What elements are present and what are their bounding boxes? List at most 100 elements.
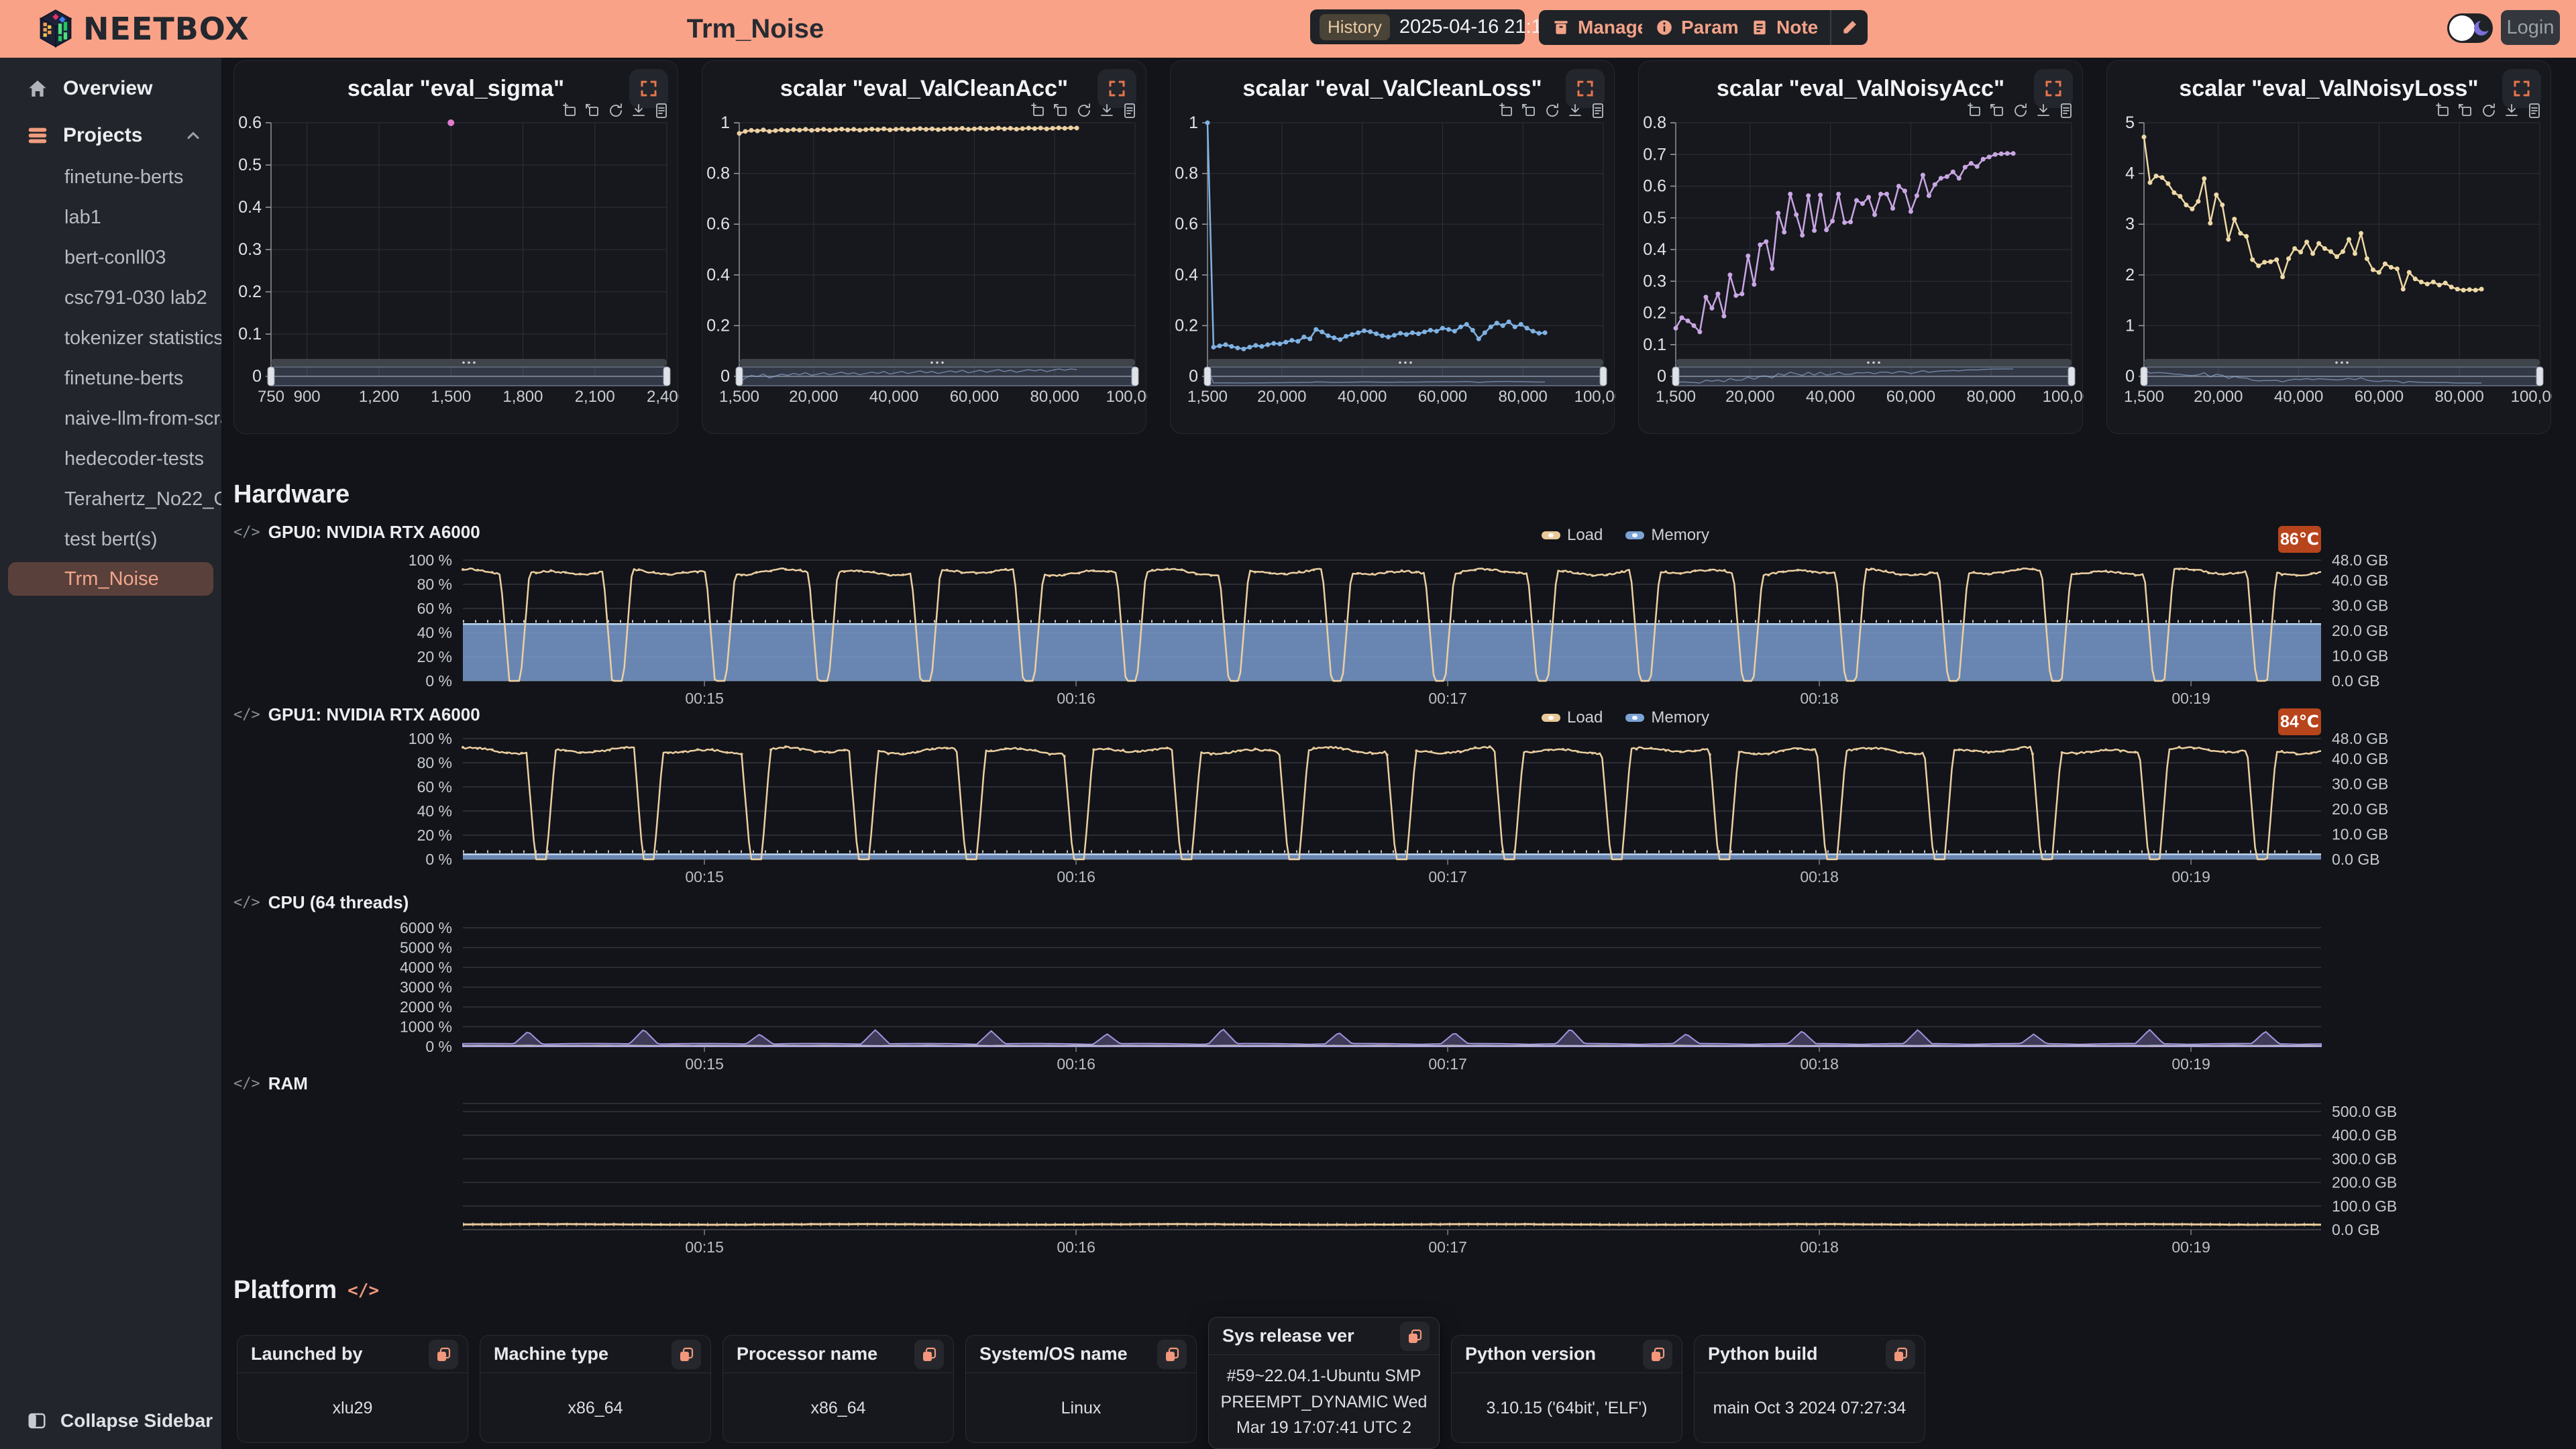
platform-card-python-build: Python build main Oct 3 2024 07:27:34: [1694, 1335, 1925, 1443]
svg-text:0.1: 0.1: [1643, 335, 1666, 354]
copy-button[interactable]: [1400, 1321, 1430, 1351]
legend-item-memory[interactable]: Memory: [1625, 526, 1709, 545]
toolbox-restore-icon[interactable]: [2015, 103, 2027, 117]
copy-icon: [1166, 1347, 1179, 1361]
hw-chart-gpu1[interactable]: 100 % 80 % 60 % 40 % 20 % 0 % 48.0 GB 40.0 GB 30…: [233, 727, 2563, 895]
sidebar-item-bert-conll03[interactable]: bert-conll03: [64, 246, 166, 268]
svg-text:80,000: 80,000: [1030, 388, 1079, 406]
fullscreen-button[interactable]: [2502, 69, 2541, 108]
toolbox-restore-icon[interactable]: [1078, 103, 1090, 117]
hw-chart-gpu0[interactable]: 100 % 80 % 60 % 40 % 20 % 0 % 48.0 GB 40.0 GB 30…: [233, 549, 2563, 716]
datazoom-slider[interactable]: [1203, 359, 1607, 386]
sidebar-item-finetune-berts[interactable]: finetune-berts: [64, 367, 184, 389]
toolbox-zoom-select-icon[interactable]: [1968, 103, 1980, 116]
datazoom-slider[interactable]: [2140, 359, 2544, 386]
chart-canvas[interactable]: 5 4 3 2 1 0 1,500 20,000 40,000 60,000 80,000 100,0…: [2107, 61, 2552, 435]
sidebar-item-tokenizer-statistics-llama-[interactable]: tokenizer statistics llama...: [64, 327, 221, 349]
svg-text:2,400: 2,400: [647, 388, 679, 406]
legend-marker: [1625, 531, 1645, 539]
svg-text:2000 %: 2000 %: [400, 998, 452, 1016]
toolbox-zoom-back-icon[interactable]: [586, 104, 598, 116]
chart-canvas[interactable]: 1 0.8 0.6 0.4 0.2 0 1,500 20,000 40,000 60,000 80,…: [1171, 61, 1615, 435]
sidebar-item-terahertz-no22-gl261-gl-[interactable]: Terahertz_No22_Gl261_gl...: [64, 488, 221, 510]
toolbox-zoom-select-icon[interactable]: [563, 103, 576, 116]
legend-item-load[interactable]: Load: [1541, 526, 1603, 545]
svg-text:0.4: 0.4: [238, 198, 262, 217]
sidebar-item-finetune-berts[interactable]: finetune-berts: [64, 166, 184, 188]
edit-note-button[interactable]: [1830, 10, 1868, 45]
hw-device-name: RAM: [268, 1073, 308, 1093]
pencil-icon: [1843, 21, 1857, 34]
toolbox-download-icon[interactable]: [2037, 104, 2049, 116]
toolbox-zoom-select-icon[interactable]: [2436, 103, 2449, 116]
svg-text:80 %: 80 %: [417, 576, 452, 593]
toolbox-restore-icon[interactable]: [2483, 103, 2495, 117]
svg-text:300.0 GB: 300.0 GB: [2332, 1150, 2397, 1167]
toolbox-zoom-back-icon[interactable]: [1522, 104, 1535, 116]
toolbox-download-icon[interactable]: [2506, 104, 2518, 116]
toolbox-zoom-select-icon[interactable]: [1031, 103, 1044, 116]
login-button[interactable]: Login: [2501, 10, 2560, 45]
svg-text:0.4: 0.4: [1175, 266, 1198, 284]
sidebar-item-naive-llm-from-scratch[interactable]: naive-llm-from-scratch: [64, 407, 221, 429]
toolbox-restore-icon[interactable]: [1546, 103, 1558, 117]
toolbox-data-view-icon[interactable]: [1593, 103, 1603, 118]
toolbox-zoom-back-icon[interactable]: [2459, 104, 2471, 116]
collapse-sidebar-button[interactable]: Collapse Sidebar: [0, 1410, 221, 1432]
chart-canvas[interactable]: 0.6 0.5 0.4 0.3 0.2 0.1 0 750 900 1,200 1,500 1,800…: [234, 61, 679, 435]
fullscreen-button[interactable]: [1097, 69, 1136, 108]
sidebar-item-test-bert-s-[interactable]: test bert(s): [64, 528, 158, 550]
copy-button[interactable]: [672, 1339, 701, 1369]
sidebar-item-overview[interactable]: Overview: [0, 70, 221, 107]
toolbox-download-icon[interactable]: [1569, 104, 1581, 116]
fullscreen-button[interactable]: [629, 69, 668, 108]
chart-canvas[interactable]: 1 0.8 0.6 0.4 0.2 0 1,500 20,000 40,000 60,000 80,…: [702, 61, 1147, 435]
chart-canvas[interactable]: 0.8 0.7 0.6 0.5 0.4 0.3 0.2 0.1 0 1,500 20,000 40,0…: [1639, 61, 2084, 435]
fullscreen-icon: [2514, 80, 2530, 97]
sidebar-item-trm-noise[interactable]: Trm_Noise: [8, 562, 213, 596]
copy-button[interactable]: [1157, 1339, 1187, 1369]
copy-button[interactable]: [429, 1339, 458, 1369]
svg-text:1000 %: 1000 %: [400, 1018, 452, 1036]
legend-item-load[interactable]: Load: [1541, 708, 1603, 727]
toolbox-restore-icon[interactable]: [610, 103, 622, 117]
svg-text:6000 %: 6000 %: [400, 919, 452, 936]
note-button[interactable]: Note: [1739, 10, 1830, 45]
sidebar-item-csc791-030-lab2[interactable]: csc791-030 lab2: [64, 286, 207, 309]
history-select[interactable]: History 2025-04-16 21:18:30: [1310, 9, 1580, 44]
svg-text:0.1: 0.1: [238, 325, 262, 343]
manage-button[interactable]: Manage: [1539, 10, 1662, 45]
datazoom-slider[interactable]: [267, 359, 671, 386]
svg-text:0.3: 0.3: [1643, 272, 1666, 290]
toolbox-download-icon[interactable]: [633, 104, 645, 116]
svg-text:00:18: 00:18: [1800, 1055, 1839, 1073]
datazoom-slider[interactable]: [735, 359, 1139, 386]
toolbox-data-view-icon[interactable]: [2529, 103, 2540, 118]
copy-button[interactable]: [1886, 1339, 1915, 1369]
legend-item-memory[interactable]: Memory: [1625, 708, 1709, 727]
theme-toggle[interactable]: [2447, 13, 2493, 43]
toolbox-data-view-icon[interactable]: [2061, 103, 2072, 118]
toolbox-data-view-icon[interactable]: [656, 103, 667, 118]
sidebar-item-lab1[interactable]: lab1: [64, 206, 101, 228]
sidebar-item-hedecoder-tests[interactable]: hedecoder-tests: [64, 447, 204, 470]
sidebar-section-projects[interactable]: Projects: [0, 117, 221, 154]
svg-text:20 %: 20 %: [417, 826, 452, 844]
fullscreen-button[interactable]: [1566, 69, 1605, 108]
toolbox-zoom-back-icon[interactable]: [1054, 104, 1067, 116]
copy-button[interactable]: [1643, 1339, 1672, 1369]
copy-button[interactable]: [914, 1339, 944, 1369]
brand[interactable]: NEETBOX: [38, 0, 250, 58]
toolbox-download-icon[interactable]: [1101, 104, 1113, 116]
fullscreen-button[interactable]: [2034, 69, 2073, 108]
toolbox-zoom-back-icon[interactable]: [1990, 104, 2003, 116]
hw-chart-ram[interactable]: 500.0 GB 400.0 GB 300.0 GB 200.0 GB 100.0 GB…: [233, 1092, 2563, 1260]
toolbox-data-view-icon[interactable]: [1124, 103, 1135, 118]
datazoom-slider[interactable]: [1672, 359, 2076, 386]
copy-icon: [680, 1347, 694, 1361]
hw-chart-cpu[interactable]: 6000 % 5000 % 4000 % 3000 % 2000 % 1000 % 0 % 0…: [233, 916, 2563, 1077]
home-icon: [29, 80, 46, 97]
svg-text:0: 0: [1657, 367, 1666, 386]
toolbox-zoom-select-icon[interactable]: [1499, 103, 1512, 116]
